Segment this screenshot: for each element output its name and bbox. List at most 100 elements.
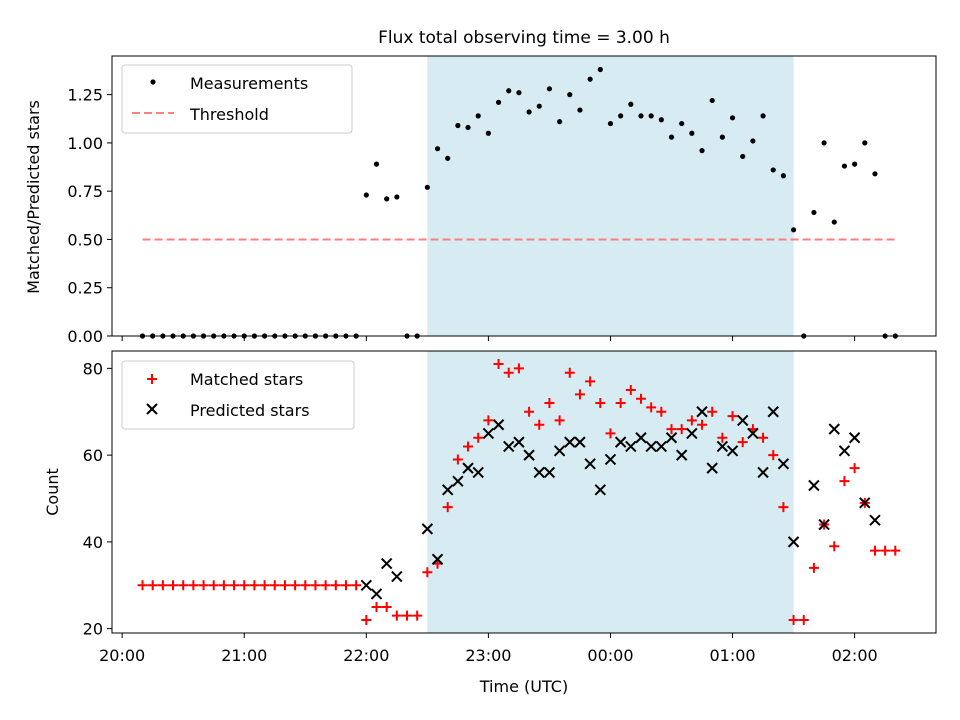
top-plot-frame (111, 55, 937, 337)
bottom-shaded-interval (427, 351, 794, 633)
matched-stars-point-51 (656, 406, 667, 417)
measurements-point-46 (607, 120, 614, 127)
bottom-ytick-label-0: 20 (83, 620, 103, 639)
matched-stars-point-7 (208, 580, 219, 591)
bottom-x-axis-label: Time (UTC) (479, 677, 568, 696)
matched-stars-point-2 (157, 580, 168, 591)
top-ytick-label-5: 1.25 (67, 86, 103, 105)
matched-stars-point-52 (666, 424, 677, 435)
matched-stars-point-68 (829, 541, 840, 552)
predicted-stars-point-1 (370, 588, 383, 600)
matched-stars-point-28 (422, 567, 433, 578)
matched-stars-point-16 (300, 580, 311, 591)
measurements-point-38 (526, 109, 532, 115)
top-panel: 0.00 0.25 0.50 0.75 1.00 1.25 Matched/Predict… (24, 55, 937, 346)
predicted-stars-point-39 (777, 458, 790, 470)
bottom-markers-layer (137, 359, 901, 625)
top-legend-box (121, 64, 353, 134)
predicted-stars-point-36 (747, 427, 759, 440)
measurements-point-56 (709, 97, 715, 104)
matched-stars-point-70 (849, 463, 860, 474)
measurements-point-58 (729, 115, 736, 121)
matched-stars-point-41 (554, 415, 565, 426)
predicted-stars-point-34 (726, 445, 739, 457)
matched-stars-point-12 (259, 580, 270, 591)
chart-title: Flux total observing time = 3.00 h (378, 28, 670, 48)
legend-label-predicted-stars: Predicted stars (190, 401, 310, 420)
matched-stars-point-65 (798, 614, 809, 625)
top-y-axis-label: Matched/Predicted stars (24, 100, 43, 294)
bottom-ytick-label-1: 40 (83, 533, 103, 552)
matched-stars-point-0 (137, 580, 148, 591)
bottom-xtick-label-2: 22:00 (343, 646, 389, 665)
matched-stars-point-43 (574, 389, 585, 400)
top-ytick-label-1: 0.25 (67, 279, 103, 298)
bottom-xtick-label-5: 01:00 (709, 646, 755, 665)
measurements-point-25 (394, 194, 400, 200)
measurements-point-24 (384, 196, 390, 202)
measurements-point-23 (373, 161, 380, 167)
bottom-y-ticks: 20 40 60 80 (83, 359, 112, 639)
bottom-xtick-label-4: 00:00 (587, 646, 633, 665)
matched-stars-point-45 (595, 398, 606, 409)
predicted-stars-point-21 (594, 484, 607, 496)
matched-stars-point-54 (686, 415, 697, 426)
bottom-xtick-label-0: 20:00 (99, 646, 145, 665)
bottom-plot-frame (111, 350, 937, 634)
top-ytick-label-0: 0.00 (67, 327, 103, 346)
predicted-stars-point-43 (828, 423, 840, 435)
matched-stars-point-40 (544, 398, 555, 409)
matched-stars-point-23 (371, 601, 382, 612)
predicted-stars-point-24 (625, 440, 637, 453)
legend-marker-measurements (150, 79, 156, 85)
matched-stars-point-21 (351, 580, 362, 591)
measurements-point-61 (760, 113, 766, 119)
matched-stars-point-34 (483, 415, 494, 426)
measurements-point-67 (821, 140, 827, 146)
measurements-point-29 (434, 146, 441, 152)
measurements-point-72 (872, 171, 878, 177)
predicted-stars-point-20 (584, 458, 596, 470)
matched-stars-point-19 (330, 580, 341, 591)
measurements-point-64 (790, 227, 797, 233)
matched-stars-point-10 (239, 580, 250, 591)
bottom-xtick-label-1: 21:00 (221, 646, 267, 665)
measurements-point-40 (546, 86, 553, 92)
predicted-stars-point-23 (614, 436, 627, 448)
measurements-point-48 (628, 101, 634, 107)
measurements-point-39 (536, 103, 542, 109)
predicted-stars-point-0 (360, 579, 373, 591)
matched-stars-point-63 (778, 502, 789, 513)
predicted-stars-point-47 (869, 514, 881, 526)
predicted-stars-point-13 (513, 436, 525, 448)
measurements-point-63 (780, 173, 787, 179)
matched-stars-point-73 (880, 545, 891, 556)
predicted-stars-point-26 (645, 440, 657, 453)
bottom-legend: Matched stars Predicted stars (121, 360, 355, 430)
matched-stars-point-72 (869, 545, 880, 556)
predicted-stars-point-14 (523, 449, 535, 461)
predicted-stars-point-11 (492, 419, 505, 431)
predicted-stars-point-9 (472, 466, 484, 479)
predicted-stars-point-2 (380, 557, 393, 570)
predicted-stars-point-35 (737, 414, 749, 427)
predicted-stars-point-3 (391, 570, 403, 583)
measurements-point-33 (475, 113, 481, 119)
matched-stars-point-48 (625, 385, 636, 396)
matched-stars-point-17 (310, 580, 321, 591)
measurements-point-34 (485, 130, 491, 136)
predicted-stars-point-40 (787, 536, 800, 548)
measurements-point-42 (567, 92, 573, 98)
measurements-point-22 (363, 192, 369, 198)
predicted-stars-point-16 (543, 466, 556, 479)
matched-stars-point-25 (391, 610, 402, 621)
measurements-point-66 (811, 209, 817, 216)
matched-stars-point-74 (890, 545, 901, 556)
measurements-point-28 (424, 184, 430, 190)
matched-stars-point-46 (605, 428, 616, 439)
matched-stars-point-62 (768, 450, 779, 461)
matched-stars-point-1 (147, 580, 158, 591)
top-ytick-label-4: 1.00 (67, 134, 103, 153)
legend-label-matched-stars: Matched stars (190, 370, 303, 389)
